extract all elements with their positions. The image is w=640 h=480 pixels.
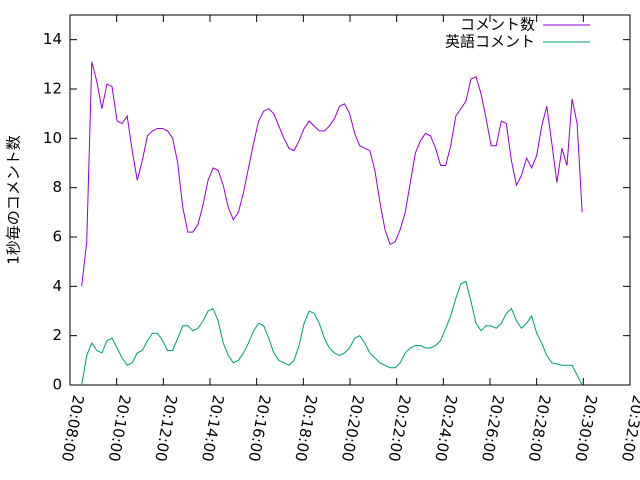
x-tick-label: 20:20:00 [338, 394, 367, 463]
x-tick-label: 20:16:00 [245, 394, 274, 463]
y-tick-label: 2 [52, 326, 62, 344]
x-tick-label: 20:26:00 [478, 394, 507, 463]
y-tick-label: 10 [43, 129, 62, 147]
series-line [81, 61, 583, 287]
x-tick-label: 20:08:00 [58, 394, 87, 463]
x-tick-label: 20:12:00 [151, 394, 180, 463]
x-tick-label: 20:18:00 [291, 394, 320, 463]
y-tick-label: 0 [52, 376, 62, 394]
y-tick-label: 4 [52, 277, 62, 295]
x-tick-label: 20:28:00 [525, 394, 554, 463]
series-line [81, 280, 583, 386]
legend-label: 英語コメント [445, 33, 535, 51]
y-tick-label: 12 [43, 80, 62, 98]
y-tick-label: 8 [52, 178, 62, 196]
y-axis-label: 1秒毎のコメント数 [5, 135, 23, 265]
y-tick-label: 14 [43, 30, 62, 48]
plot-frame [69, 14, 631, 386]
x-tick-label: 20:32:00 [618, 394, 640, 463]
y-tick-label: 6 [52, 228, 62, 246]
x-tick-label: 20:10:00 [105, 394, 134, 463]
x-tick-label: 20:30:00 [571, 394, 600, 463]
x-tick-label: 20:24:00 [431, 394, 460, 463]
x-tick-label: 20:14:00 [198, 394, 227, 463]
x-tick-label: 20:22:00 [385, 394, 414, 463]
legend-label: コメント数 [460, 16, 535, 34]
